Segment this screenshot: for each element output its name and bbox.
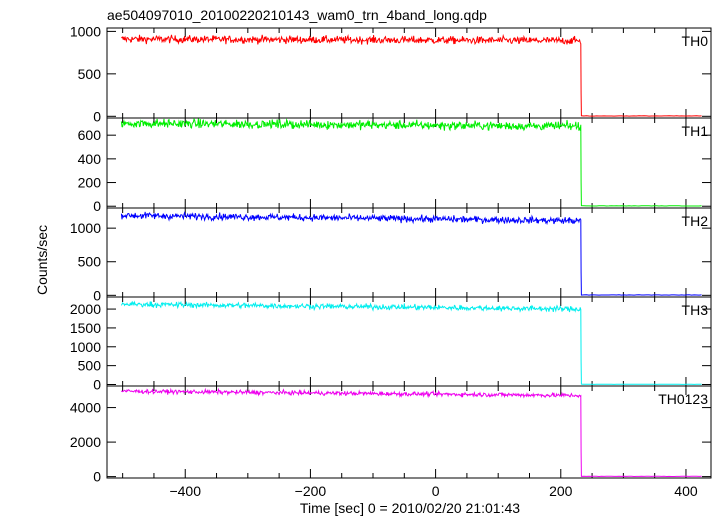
y-tick-label: 0 [93, 287, 101, 303]
x-tick-label: 0 [432, 483, 440, 499]
panel-th0123: 0 2000 4000 TH0123 [70, 385, 712, 485]
y-axis-label: Counts/sec [34, 225, 50, 295]
y-tick-label: 2000 [70, 434, 101, 450]
x-axis-label: Time [sec] 0 = 2010/02/20 21:01:43 [300, 500, 520, 516]
x-tick-label: −400 [169, 483, 201, 499]
y-tick-label: 0 [93, 198, 101, 214]
y-tick-label: 500 [78, 358, 102, 374]
x-tick-label: 200 [549, 483, 573, 499]
x-tick-label: 400 [674, 483, 698, 499]
y-tick-label: 1000 [70, 220, 101, 236]
y-tick-label: 1000 [70, 23, 101, 39]
panel-label: TH2 [682, 213, 709, 229]
x-tick-label: −200 [295, 483, 327, 499]
y-tick-label: 0 [93, 108, 101, 124]
panel-frame [106, 296, 712, 387]
series-th3 [120, 300, 702, 385]
chart-title: ae504097010_20100220210143_wam0_trn_4ban… [107, 7, 487, 23]
y-tick-label: 1000 [70, 339, 101, 355]
series-th1 [120, 118, 702, 207]
y-tick-label: 200 [78, 175, 102, 191]
panel-frame [106, 207, 712, 298]
panel-th3: 0 500 1000 1500 2000 TH3 [70, 296, 712, 392]
y-tick-label: 500 [78, 66, 102, 82]
panel-label: TH0123 [658, 391, 708, 407]
series-th0123 [121, 387, 702, 478]
panel-label: TH1 [682, 123, 709, 139]
panel-label: TH0 [682, 33, 709, 49]
panel-frame [106, 117, 712, 209]
y-tick-label: 500 [78, 254, 102, 270]
y-tick-label: 0 [93, 376, 101, 392]
y-tick-label: 4000 [70, 400, 101, 416]
y-tick-label: 600 [78, 127, 102, 143]
y-tick-label: 0 [93, 469, 101, 485]
y-tick-label: 400 [78, 151, 102, 167]
panel-th1: 0 200 400 600 TH1 [78, 117, 712, 214]
series-th2 [120, 210, 702, 296]
panel-label: TH3 [682, 302, 709, 318]
series-th0 [121, 33, 702, 117]
y-tick-label: 2000 [70, 301, 101, 317]
y-tick-label: 1500 [70, 320, 101, 336]
panel-frame [106, 385, 712, 479]
panels: 0 500 1000 TH0 0 200 400 600 TH1 0 500 1000 TH2 0 500 1… [70, 23, 712, 499]
panel-th0: 0 500 1000 TH0 [70, 23, 712, 124]
panel-th2: 0 500 1000 TH2 [70, 207, 712, 303]
